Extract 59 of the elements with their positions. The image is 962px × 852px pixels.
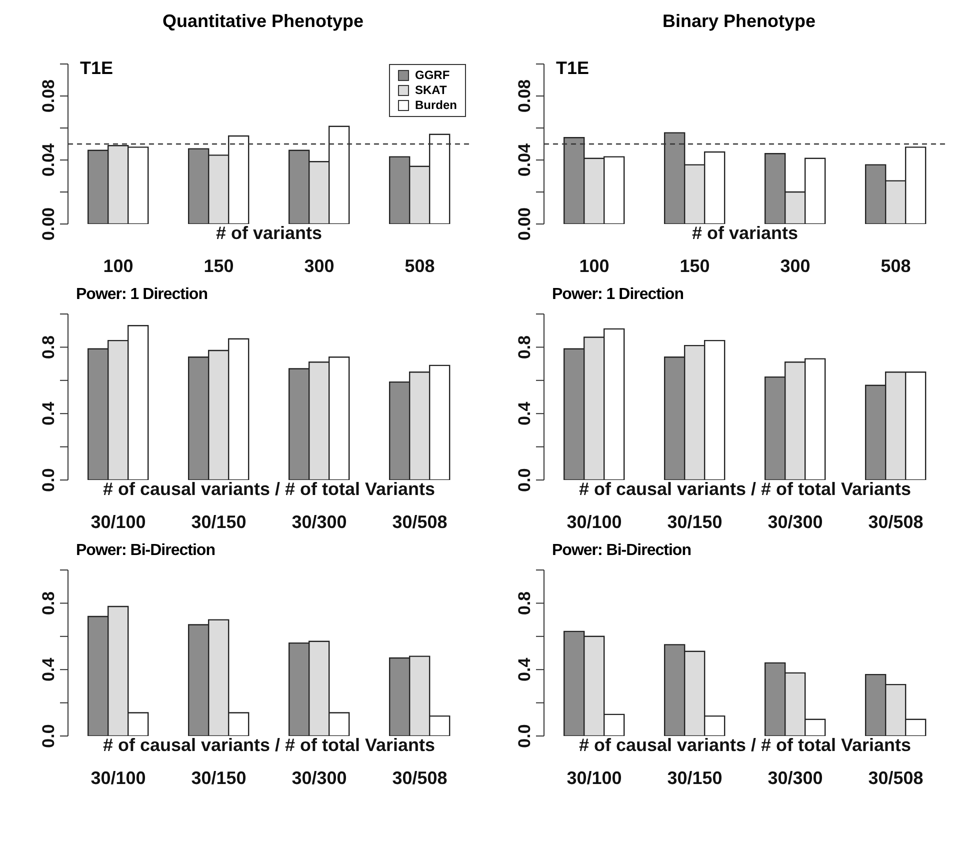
x-tick-label: 30/100 xyxy=(90,768,146,788)
x-tick-label: 30/300 xyxy=(768,768,823,788)
x-tick-label: 30/300 xyxy=(292,512,347,532)
y-tick-label: 0.4 xyxy=(515,401,534,426)
series-label: Burden xyxy=(415,98,457,113)
x-tick-label: 150 xyxy=(204,256,234,276)
x-tick-label: 30/300 xyxy=(768,512,823,532)
x-tick-label: 508 xyxy=(880,256,911,276)
x-tick-label: 30/508 xyxy=(868,512,924,532)
chart-title: Binary Phenotype xyxy=(661,10,817,33)
y-tick-label: 0.04 xyxy=(515,142,534,177)
y-tick-label: 0.08 xyxy=(515,79,534,113)
x-axis-title: # of variants xyxy=(692,222,798,243)
y-tick-label: 0.8 xyxy=(39,335,58,360)
y-tick-label: 0.00 xyxy=(39,207,58,241)
x-tick-label: 30/300 xyxy=(292,768,347,788)
legend-label: SKAT xyxy=(415,83,447,98)
x-tick-label: 30/100 xyxy=(566,512,622,532)
x-tick-label: 30/100 xyxy=(566,768,622,788)
y-tick-label: 0.0 xyxy=(515,724,534,748)
x-tick-label: 30/150 xyxy=(667,512,722,532)
y-tick-label: 0.8 xyxy=(515,335,534,360)
y-tick-label: 0.8 xyxy=(515,591,534,616)
x-tick-label: 300 xyxy=(780,256,810,276)
y-tick-label: 0.4 xyxy=(39,657,58,682)
x-tick-label: 100 xyxy=(103,256,134,276)
y-tick-label: 0.0 xyxy=(515,468,534,492)
y-tick-label: 0.0 xyxy=(39,468,58,492)
chart-title: Power: 1 Direction xyxy=(551,286,684,305)
y-tick-label: 0.08 xyxy=(39,79,58,113)
x-axis-title: # of variants xyxy=(216,222,322,243)
x-tick-label: 300 xyxy=(304,256,334,276)
y-tick-label: 0.00 xyxy=(515,207,534,241)
chart-subtitle: T1E xyxy=(556,58,590,79)
x-tick-label: 30/150 xyxy=(191,512,246,532)
legend-label: GGRF xyxy=(415,68,450,83)
x-tick-label: 30/150 xyxy=(191,768,246,788)
x-tick-label: 150 xyxy=(680,256,710,276)
chart-title: Power: 1 Direction xyxy=(75,286,208,305)
x-tick-label: 100 xyxy=(579,256,610,276)
chart-subtitle: T1E xyxy=(80,58,114,79)
y-tick-label: 0.4 xyxy=(515,657,534,682)
x-tick-label: 30/100 xyxy=(90,512,146,532)
chart-title: Power: Bi-Direction xyxy=(75,542,216,561)
y-tick-label: 0.8 xyxy=(39,591,58,616)
chart-title: Quantitative Phenotype xyxy=(161,10,365,33)
chart-title: Power: Bi-Direction xyxy=(551,542,692,561)
x-axis-title: # of causal variants / # of total Variants xyxy=(102,478,436,499)
x-axis-title: # of causal variants / # of total Variants xyxy=(578,478,912,499)
x-tick-label: 30/508 xyxy=(868,768,924,788)
x-tick-label: 30/508 xyxy=(392,768,448,788)
x-axis-title: # of causal variants / # of total Variants xyxy=(102,734,436,755)
x-axis-title: # of causal variants / # of total Variants xyxy=(578,734,912,755)
x-tick-label: 508 xyxy=(404,256,435,276)
x-tick-label: 30/150 xyxy=(667,768,722,788)
y-tick-label: 0.04 xyxy=(39,142,58,177)
x-tick-label: 30/508 xyxy=(392,512,448,532)
y-tick-label: 0.4 xyxy=(39,401,58,426)
y-tick-label: 0.0 xyxy=(39,724,58,748)
